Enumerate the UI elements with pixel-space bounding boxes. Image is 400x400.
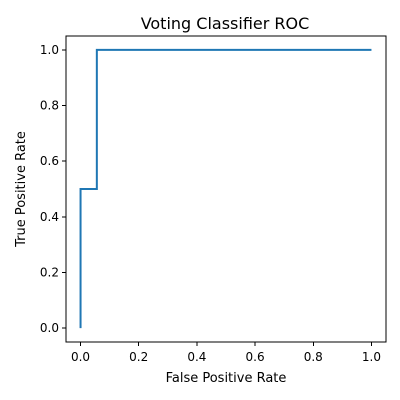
y-tick-label: 1.0 xyxy=(40,43,59,57)
y-axis-ticks: 0.0 0.2 0.4 0.6 0.8 1.0 xyxy=(40,43,66,335)
x-tick-label: 0.4 xyxy=(187,350,206,364)
x-tick-label: 1.0 xyxy=(362,350,381,364)
x-axis-label: False Positive Rate xyxy=(166,371,287,386)
chart-title: Voting Classifier ROC xyxy=(141,14,310,33)
roc-curve xyxy=(79,48,372,329)
x-tick-label: 0.6 xyxy=(246,350,265,364)
x-tick-label: 0.2 xyxy=(129,350,148,364)
axes-frame xyxy=(65,35,387,343)
x-axis-ticks: 0.0 0.2 0.4 0.6 0.8 1.0 xyxy=(71,342,381,364)
y-tick-label: 0.0 xyxy=(40,321,59,335)
y-axis-label: True Positive Rate xyxy=(14,131,29,248)
y-tick-label: 0.4 xyxy=(40,210,59,224)
y-tick-label: 0.8 xyxy=(40,99,59,113)
x-tick-label: 0.8 xyxy=(304,350,323,364)
y-tick-label: 0.6 xyxy=(40,154,59,168)
series-layer xyxy=(79,48,372,329)
x-tick-label: 0.0 xyxy=(71,350,90,364)
y-tick-label: 0.2 xyxy=(40,265,59,279)
plot-area xyxy=(65,35,387,343)
